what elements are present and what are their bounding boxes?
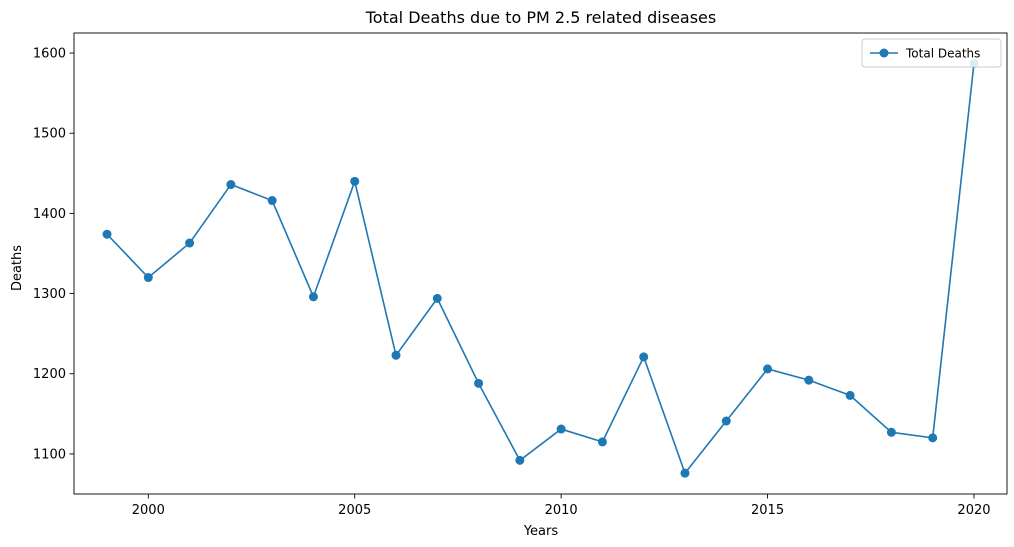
y-tick-label: 1200	[33, 367, 66, 382]
data-point	[226, 180, 236, 190]
data-point	[267, 196, 277, 206]
data-point	[391, 350, 401, 360]
legend-box	[861, 38, 1002, 68]
y-tick-label: 1300	[33, 287, 66, 302]
y-tick-label: 1400	[33, 207, 66, 222]
data-point	[928, 433, 938, 443]
x-tick-label: 2000	[132, 503, 165, 518]
y-tick-label: 1500	[33, 127, 66, 142]
x-tick-label: 2020	[957, 503, 990, 518]
data-point	[763, 364, 773, 374]
data-point	[804, 375, 814, 385]
data-point	[350, 176, 360, 186]
series-line-0	[106, 63, 975, 474]
legend-label: Total Deaths	[905, 47, 980, 61]
data-point	[886, 427, 896, 437]
data-point	[185, 238, 195, 248]
data-point	[474, 378, 484, 388]
data-point	[143, 273, 153, 283]
data-point	[102, 229, 112, 239]
chart-title: Total Deaths due to PM 2.5 related disea…	[365, 8, 716, 27]
data-point	[680, 468, 690, 478]
data-point	[308, 292, 318, 302]
legend: Total Deaths	[861, 38, 1002, 68]
y-tick-label: 1100	[33, 447, 66, 462]
data-point	[845, 390, 855, 400]
x-tick-label: 2010	[545, 503, 578, 518]
legend-marker-swatch	[879, 48, 889, 58]
x-tick-label: 2015	[751, 503, 784, 518]
x-axis-label: Years	[523, 524, 559, 539]
data-point	[515, 455, 525, 465]
axes-frame	[73, 32, 1008, 495]
data-point	[721, 416, 731, 426]
data-point	[597, 437, 607, 447]
data-point	[639, 352, 649, 362]
data-point	[432, 293, 442, 303]
y-axis-label: Deaths	[10, 245, 25, 291]
data-point	[556, 424, 566, 434]
plot-area: 2000 2005 2010 2015 2020 1100 1200 1300 1400 1500…	[33, 32, 1008, 518]
y-tick-label: 1600	[33, 47, 66, 62]
x-tick-label: 2005	[338, 503, 371, 518]
